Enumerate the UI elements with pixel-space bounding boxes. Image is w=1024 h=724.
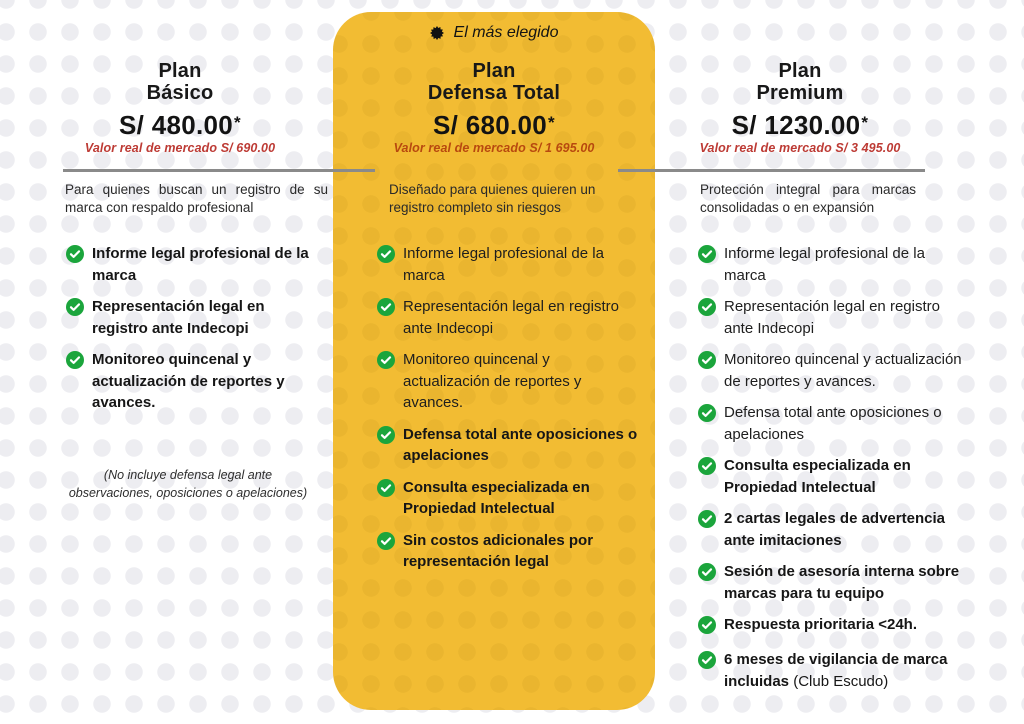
feature-item: Informe legal profesional de la marca: [66, 243, 318, 286]
feature-item: Informe legal profesional de la marca: [698, 243, 970, 286]
check-circle-icon: [66, 298, 84, 321]
plan-premium-title: Plan Premium: [680, 60, 920, 104]
feature-item: 6 meses de vigilancia de marca incluidas…: [698, 649, 970, 692]
divider-basico: [63, 169, 375, 172]
plan-basico-title: Plan Básico: [40, 60, 320, 104]
check-circle-icon: [698, 351, 716, 374]
feature-text: Informe legal profesional de la marca: [403, 245, 604, 284]
highlighted-plan-card: [333, 12, 655, 710]
check-circle-icon: [377, 531, 395, 555]
plan-premium-description: Protección integral para marcas consolid…: [700, 182, 916, 215]
plan-basico-description: Para quienes buscan un registro de su ma…: [65, 182, 328, 215]
feature-item: Monitoreo quincenal y actualización de r…: [66, 349, 318, 414]
check-circle-icon: [698, 457, 716, 480]
check-circle-icon: [698, 616, 716, 639]
check-circle-icon: [66, 245, 84, 268]
feature-item: Respuesta prioritaria <24h.: [698, 614, 970, 639]
check-circle-icon: [377, 425, 395, 449]
badge-star-icon: [429, 26, 444, 40]
plan-premium-price: S/ 1230.00*: [731, 110, 869, 140]
plan-defensa-title: Plan Defensa Total: [333, 60, 655, 104]
feature-text: Respuesta prioritaria <24h.: [724, 616, 917, 633]
feature-text: Representación legal en registro ante In…: [403, 298, 619, 337]
feature-text: Informe legal profesional de la marca: [92, 245, 309, 284]
plan-defensa-description: Diseñado para quienes quieren un registr…: [389, 182, 596, 215]
plan-defensa-title-line2: Defensa Total: [427, 82, 561, 104]
check-circle-icon: [377, 478, 395, 502]
check-circle-icon: [66, 351, 84, 374]
feature-text: Representación legal en registro ante In…: [724, 298, 940, 337]
feature-text: Representación legal en registro ante In…: [92, 298, 265, 337]
feature-item: Representación legal en registro ante In…: [377, 296, 639, 339]
divider-premium: [618, 169, 925, 172]
check-circle-icon: [698, 651, 716, 674]
plan-defensa-market-value: Valor real de mercado S/ 1 695.00: [393, 141, 595, 155]
plan-basico-title-line1: Plan: [158, 60, 202, 82]
feature-text: Informe legal profesional de la marca: [724, 245, 925, 284]
feature-item: Representación legal en registro ante In…: [66, 296, 318, 339]
feature-text: Monitoreo quincenal y actualización de r…: [403, 351, 582, 411]
feature-text: Consulta especializada en Propiedad Inte…: [403, 478, 590, 518]
feature-text: Sesión de asesoría interna sobre marcas …: [724, 563, 960, 602]
plan-premium-market-value: Valor real de mercado S/ 3 495.00: [699, 141, 901, 155]
check-circle-icon: [377, 245, 395, 268]
plan-basico-price: S/ 480.00*: [119, 110, 241, 140]
plan-premium-title-line1: Plan: [778, 60, 822, 82]
badge-label: El más elegido: [453, 24, 559, 41]
feature-text: 2 cartas legales de advertencia ante imi…: [724, 510, 945, 549]
feature-item: Monitoreo quincenal y actualización de r…: [377, 349, 639, 414]
check-circle-icon: [377, 298, 395, 321]
feature-text: Monitoreo quincenal y actualización de r…: [724, 351, 962, 390]
feature-item: Defensa total ante oposiciones o apelaci…: [698, 402, 970, 445]
feature-text: Defensa total ante oposiciones o apelaci…: [724, 404, 942, 443]
plan-premium-title-line2: Premium: [756, 82, 844, 104]
feature-item: Sin costos adicionales por representació…: [377, 530, 639, 573]
price-asterisk: *: [234, 113, 241, 132]
plan-defensa-features: Informe legal profesional de la marca Re…: [377, 243, 639, 583]
check-circle-icon: [698, 563, 716, 586]
feature-item: Sesión de asesoría interna sobre marcas …: [698, 561, 970, 604]
check-circle-icon: [698, 510, 716, 533]
plan-basico-market-value: Valor real de mercado S/ 690.00: [84, 141, 276, 155]
feature-text: 6 meses de vigilancia de marca incluidas…: [724, 651, 948, 690]
most-chosen-badge: El más elegido: [333, 24, 655, 42]
plan-premium-features: Informe legal profesional de la marca Re…: [698, 243, 970, 702]
check-circle-icon: [698, 298, 716, 321]
feature-text: Monitoreo quincenal y actualización de r…: [92, 351, 285, 411]
plan-defensa-title-line1: Plan: [472, 60, 516, 82]
feature-item: Monitoreo quincenal y actualización de r…: [698, 349, 970, 392]
check-circle-icon: [698, 245, 716, 268]
feature-item: Consulta especializada en Propiedad Inte…: [377, 477, 639, 520]
check-circle-icon: [698, 404, 716, 427]
feature-item: Representación legal en registro ante In…: [698, 296, 970, 339]
feature-item: Informe legal profesional de la marca: [377, 243, 639, 286]
plan-basico-note: (No incluye defensa legal ante observaci…: [68, 468, 308, 500]
plan-basico-title-line2: Básico: [146, 82, 214, 104]
price-asterisk: *: [548, 113, 555, 132]
plan-defensa-price: S/ 680.00*: [433, 110, 555, 140]
plan-basico-features: Informe legal profesional de la marca Re…: [66, 243, 318, 424]
feature-item: Defensa total ante oposiciones o apelaci…: [377, 424, 639, 467]
feature-text: Sin costos adicionales por representació…: [403, 531, 594, 571]
price-asterisk: *: [861, 113, 869, 132]
feature-text: Defensa total ante oposiciones o apelaci…: [403, 425, 638, 465]
check-circle-icon: [377, 351, 395, 374]
feature-text: Consulta especializada en Propiedad Inte…: [724, 457, 911, 496]
feature-item: 2 cartas legales de advertencia ante imi…: [698, 508, 970, 551]
feature-item: Consulta especializada en Propiedad Inte…: [698, 455, 970, 498]
